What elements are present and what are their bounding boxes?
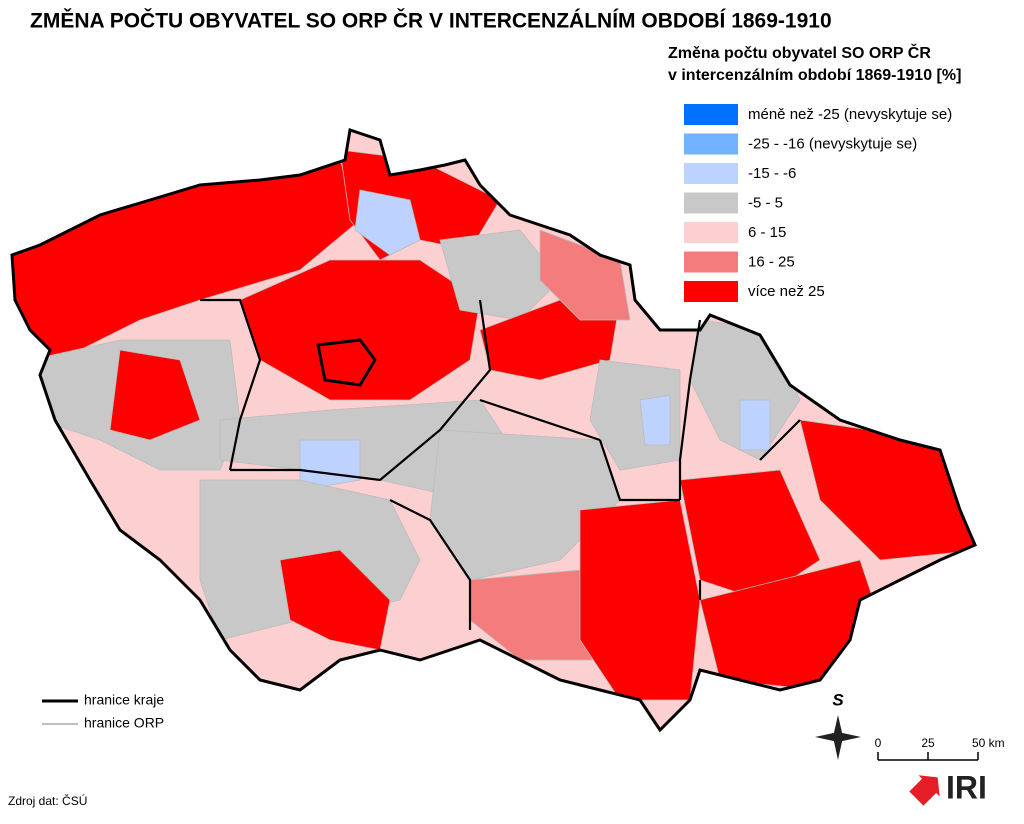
legend-label: 6 - 15: [748, 224, 786, 241]
legend-swatch: [684, 163, 738, 184]
legend-label: 16 - 25: [748, 253, 795, 270]
scale-label: 50 km: [972, 736, 1005, 750]
legend-title: v intercenzálním období 1869-1910 [%]: [668, 67, 961, 84]
legend-label: -15 - -6: [748, 165, 796, 182]
logo: IRI: [946, 769, 987, 805]
legend-swatch: [684, 133, 738, 155]
legend-label: méně než -25 (nevyskytuje se): [748, 106, 952, 123]
legend-label: -25 - -16 (nevyskytuje se): [748, 135, 917, 152]
legend-label: -5 - 5: [748, 194, 783, 211]
legend-swatch: [684, 222, 738, 243]
legend-title: Změna počtu obyvatel SO ORP ČR: [668, 43, 931, 62]
legend-swatch: [684, 281, 738, 302]
north-label: S: [832, 690, 844, 709]
legend-swatch: [684, 251, 738, 273]
legend-swatch: [684, 192, 738, 214]
map: [12, 130, 975, 730]
boundary-label: hranice kraje: [84, 692, 164, 708]
legend-swatch: [684, 104, 738, 125]
north-arrow: [815, 715, 861, 760]
region-borders: [200, 298, 801, 630]
legend: méně než -25 (nevyskytuje se) -25 - -16 (…: [684, 104, 952, 302]
title: ZMĚNA POČTU OBYVATEL SO ORP ČR V INTERCE…: [30, 9, 832, 33]
prague-border: [316, 338, 377, 387]
legend-label: více než 25: [748, 283, 825, 300]
scale-label: 25: [921, 736, 935, 750]
source: Zdroj dat: ČSÚ: [8, 793, 87, 808]
scale-label: 0: [875, 736, 882, 750]
logo-mark: [909, 775, 940, 806]
scale-bar: [877, 752, 979, 761]
boundary-label: hranice ORP: [84, 715, 164, 731]
